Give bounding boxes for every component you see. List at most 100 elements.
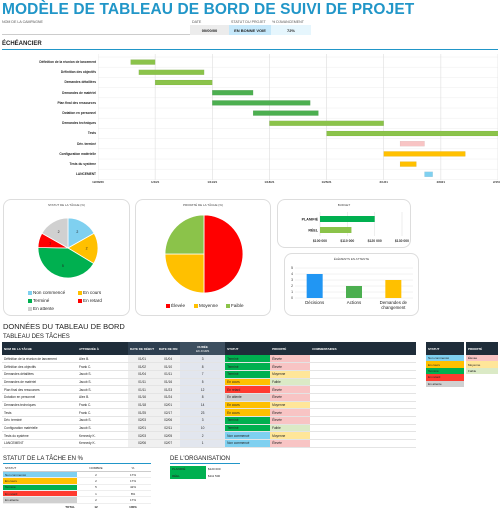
priority-cell[interactable]: Élevée [270,393,311,402]
task-row[interactable]: Dév. terminé Jacob S. 02/03 02/06 3 Terminé Él… [2,416,416,425]
duration-cell[interactable]: 1 [180,439,226,448]
start-date-cell[interactable]: 01/04 [128,370,157,379]
comments-cell[interactable] [310,385,416,394]
task-name-cell[interactable]: Tests [2,408,77,417]
comments-cell[interactable] [310,362,416,371]
priority-cell[interactable]: Élevée [270,362,311,371]
assignee-cell[interactable]: Alex B. [77,355,128,364]
status-cell[interactable]: En cours [225,408,271,417]
comments-cell[interactable] [310,424,416,433]
project-status-field[interactable]: EN BONNE VOIE [229,25,271,35]
task-row[interactable]: Demandes de matériel Jacob S. 01/11 01/16 5 E… [2,378,416,387]
status-cell[interactable]: Terminé [225,370,271,379]
comments-cell[interactable] [310,431,416,441]
duration-cell[interactable]: 7 [180,370,226,379]
task-row[interactable]: Dotation en personnel Alex B. 01/16 01/24 8 E… [2,393,416,402]
status-cell[interactable]: Non commencé [225,439,271,448]
comments-cell[interactable] [310,393,416,402]
task-name-cell[interactable]: Dotation en personnel [2,393,77,402]
end-date-cell[interactable]: 01/16 [156,378,181,387]
comments-cell[interactable] [310,370,416,379]
end-date-cell[interactable]: 01/11 [156,370,181,379]
start-date-cell[interactable]: 01/16 [128,393,157,402]
end-date-cell[interactable]: 01/10 [156,362,181,371]
assignee-cell[interactable]: Jacob S. [77,370,128,379]
assignee-cell[interactable]: Jacob S. [77,378,128,387]
assignee-cell[interactable]: Kennedy K. [77,431,128,441]
start-date-cell[interactable]: 01/02 [128,362,157,371]
status-cell[interactable]: Terminé [225,355,271,364]
end-date-cell[interactable]: 02/05 [156,431,181,441]
start-date-cell[interactable]: 02/01 [128,424,157,433]
duration-cell[interactable]: 3 [180,355,226,364]
task-name-cell[interactable]: LANCEMENT [2,439,77,448]
duration-cell[interactable]: 14 [180,401,226,410]
date-field[interactable]: 00/00/00 [190,25,229,35]
duration-cell[interactable]: 10 [180,424,226,433]
priority-cell[interactable]: Élevée [270,408,311,417]
comments-cell[interactable] [310,355,416,364]
assignee-cell[interactable]: Jacob S. [77,424,128,433]
end-date-cell[interactable]: 02/11 [156,424,181,433]
status-cell[interactable]: En attente [225,393,271,402]
status-cell[interactable]: En cours [225,378,271,387]
status-cell[interactable]: Terminé [225,416,271,425]
priority-cell[interactable]: Faible [270,378,311,387]
duration-cell[interactable]: 8 [180,362,226,371]
start-date-cell[interactable]: 01/01 [128,355,157,364]
task-name-cell[interactable]: Configuration matérielle [2,424,77,433]
task-name-cell[interactable]: Définition de la réunion de lancement [2,355,77,364]
status-cell[interactable]: Terminé [225,424,271,433]
start-date-cell[interactable]: 01/11 [128,378,157,387]
status-cell[interactable]: En cours [225,401,271,410]
priority-cell[interactable]: Moyenne [270,401,311,410]
comments-cell[interactable] [310,378,416,387]
task-name-cell[interactable]: Définition des objectifs [2,362,77,371]
status-cell[interactable]: Terminé [225,362,271,371]
assignee-cell[interactable]: Jacob S. [77,385,128,394]
duration-cell[interactable]: 2 [180,431,226,441]
task-name-cell[interactable]: Demandes de matériel [2,378,77,387]
start-date-cell[interactable]: 02/03 [128,416,157,425]
task-row[interactable]: Définition des objectifs Frank C. 01/02 01/… [2,362,416,371]
comments-cell[interactable] [310,439,416,448]
priority-cell[interactable]: Élevée [270,416,311,425]
task-row[interactable]: Définition de la réunion de lancement Ale… [2,355,416,364]
task-row[interactable]: Demandes techniques Frank C. 01/18 02/01 14 E… [2,401,416,410]
comments-cell[interactable] [310,416,416,425]
priority-cell[interactable]: Moyenne [270,370,311,379]
task-row[interactable]: Plan final des ressources Jacob S. 01/11 01… [2,385,416,394]
start-date-cell[interactable]: 01/25 [128,408,157,417]
duration-cell[interactable]: 8 [180,393,226,402]
task-row[interactable]: Tests du système Kennedy K. 02/03 02/05 2 Non… [2,431,416,441]
duration-cell[interactable]: 3 [180,416,226,425]
assignee-cell[interactable]: Alex B. [77,393,128,402]
assignee-cell[interactable]: Frank C. [77,362,128,371]
end-date-cell[interactable]: 02/07 [156,439,181,448]
assignee-cell[interactable]: Frank C. [77,401,128,410]
task-name-cell[interactable]: Tests du système [2,431,77,441]
end-date-cell[interactable]: 01/04 [156,355,181,364]
task-row[interactable]: LANCEMENT Kennedy K. 02/06 02/07 1 Non commen… [2,439,416,448]
task-row[interactable]: Configuration matérielle Jacob S. 02/01 02/… [2,424,416,433]
priority-cell[interactable]: Moyenne [270,431,311,441]
priority-cell[interactable]: Élevée [270,439,311,448]
task-name-cell[interactable]: Demandes détaillées [2,370,77,379]
assignee-cell[interactable]: Jacob S. [77,416,128,425]
end-date-cell[interactable]: 02/06 [156,416,181,425]
duration-cell[interactable]: 12 [180,385,226,394]
start-date-cell[interactable]: 01/18 [128,401,157,410]
duration-cell[interactable]: 23 [180,408,226,417]
task-name-cell[interactable]: Demandes techniques [2,401,77,410]
end-date-cell[interactable]: 01/24 [156,393,181,402]
assignee-cell[interactable]: Kennedy K. [77,439,128,448]
status-cell[interactable]: Non commencé [225,431,271,441]
comments-cell[interactable] [310,408,416,417]
status-cell[interactable]: En retard [225,385,271,394]
comments-cell[interactable] [310,401,416,410]
end-date-cell[interactable]: 01/23 [156,385,181,394]
end-date-cell[interactable]: 02/01 [156,401,181,410]
task-name-cell[interactable]: Dév. terminé [2,416,77,425]
duration-cell[interactable]: 5 [180,378,226,387]
start-date-cell[interactable]: 01/11 [128,385,157,394]
